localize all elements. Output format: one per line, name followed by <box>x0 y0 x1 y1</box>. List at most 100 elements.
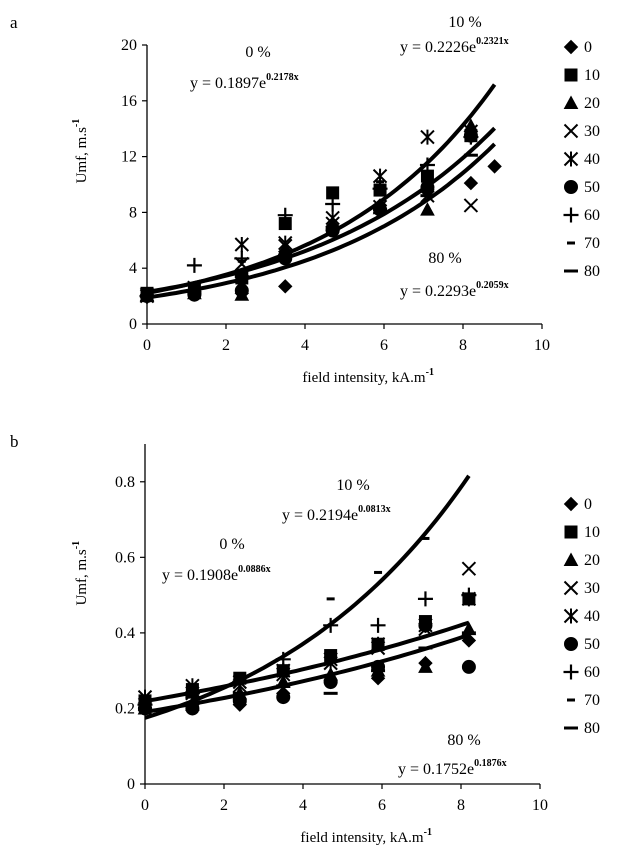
legend-label: 20 <box>584 95 600 112</box>
annotation-exponent: 0.2321x <box>476 36 509 47</box>
y-tick-label: 4 <box>129 260 137 277</box>
legend-label: 40 <box>584 608 600 625</box>
x-tick-label: 2 <box>222 337 230 354</box>
legend-marker-asterisk <box>563 608 579 624</box>
annotation-label: 80 % <box>428 250 461 267</box>
legend-label: 30 <box>584 580 600 597</box>
data-point-triangle <box>418 659 433 673</box>
legend-label: 60 <box>584 207 600 224</box>
panel-letter: a <box>10 13 18 32</box>
x-axis-title: field intensity, kA.m-1 <box>302 367 434 386</box>
fit-curve-80pct <box>146 126 497 294</box>
data-point-diamond <box>463 175 479 191</box>
data-point-plus <box>234 250 250 266</box>
legend-item: 70 <box>567 692 600 709</box>
legend-item: 40 <box>563 151 600 168</box>
y-tick-label: 8 <box>129 204 137 221</box>
x-tick-label: 4 <box>301 337 309 354</box>
y-axis-title-sup: -1 <box>71 119 82 127</box>
legend-item: 30 <box>563 123 600 140</box>
data-point-circle <box>420 180 435 195</box>
panel-letter: b <box>10 432 19 451</box>
x-axis-title-sup: -1 <box>426 367 434 378</box>
x-axis-title-sup: -1 <box>424 827 432 838</box>
legend-item: 70 <box>567 235 600 252</box>
x-tick-label: 10 <box>534 337 550 354</box>
data-point-circle <box>187 287 202 302</box>
x-axis-title: field intensity, kA.m-1 <box>300 827 432 845</box>
legend-item: 60 <box>563 664 600 681</box>
legend-item: 0 <box>563 496 592 513</box>
data-point-asterisk <box>323 655 338 671</box>
data-point-x <box>461 561 477 576</box>
data-point-plus <box>370 617 386 633</box>
annotation-equation: y = 0.1908e0.0886x <box>162 564 271 584</box>
legend-marker-triangle <box>563 95 579 109</box>
data-point-circle <box>325 223 340 238</box>
data-point-asterisk <box>370 636 386 652</box>
data-point-plus <box>186 257 202 273</box>
annotation-exponent: 0.0886x <box>238 564 271 575</box>
legend-label: 0 <box>584 496 592 513</box>
y-tick-label: 0.2 <box>115 700 135 717</box>
legend-item: 30 <box>563 580 600 597</box>
legend-item: 40 <box>563 608 600 625</box>
y-axis-title: Umf, m.s-1 <box>71 119 90 184</box>
annotation-exponent: 0.0813x <box>358 504 391 515</box>
y-axis-title: Umf, m.s-1 <box>71 541 90 606</box>
data-point-circle <box>461 659 476 674</box>
x-tick-label: 0 <box>143 337 151 354</box>
annotation-equation: y = 0.2293e0.2059x <box>400 280 509 300</box>
data-point-triangle <box>420 202 435 216</box>
data-point-plus <box>323 617 339 633</box>
annotation-label: 0 % <box>219 536 244 553</box>
legend-label: 20 <box>584 552 600 569</box>
legend-label: 50 <box>584 179 600 196</box>
legend-marker-diamond <box>563 39 579 55</box>
y-tick-label: 0.4 <box>115 625 135 642</box>
y-axis-title-sup: -1 <box>71 541 82 549</box>
annotation-label: 10 % <box>448 14 481 31</box>
legend-item: 80 <box>564 720 600 737</box>
legend-marker-x <box>563 580 579 596</box>
data-point-circle <box>323 675 338 689</box>
legend-item: 50 <box>564 179 600 196</box>
x-tick-label: 0 <box>141 797 149 814</box>
legend-marker-plus <box>563 664 579 680</box>
data-point-plus <box>372 181 388 197</box>
x-tick-label: 4 <box>299 797 307 814</box>
legend-marker-triangle <box>563 552 579 566</box>
legend-label: 70 <box>584 692 600 709</box>
legend-marker-circle <box>564 637 578 651</box>
legend-item: 20 <box>563 95 600 112</box>
x-tick-label: 2 <box>220 797 228 814</box>
y-tick-label: 16 <box>121 93 137 110</box>
data-point-circle <box>185 701 200 716</box>
data-point-asterisk <box>325 210 340 226</box>
data-point-plus <box>275 651 291 667</box>
annotation-equation: y = 0.2194e0.0813x <box>282 504 391 524</box>
annotation-exponent: 0.2178x <box>266 72 299 83</box>
data-point-plus <box>277 207 293 223</box>
annotation-equation: y = 0.1752e0.1876x <box>398 758 507 778</box>
legend-item: 50 <box>564 636 600 653</box>
legend-item: 20 <box>563 552 600 569</box>
legend-item: 0 <box>563 39 592 56</box>
legend-label: 10 <box>584 67 600 84</box>
legend-item: 60 <box>563 207 600 224</box>
legend-marker-asterisk <box>563 151 579 167</box>
data-point-circle <box>278 251 293 266</box>
legend-label: 50 <box>584 636 600 653</box>
legend-marker-circle <box>564 180 578 194</box>
x-tick-label: 8 <box>459 337 467 354</box>
legend-label: 40 <box>584 151 600 168</box>
y-tick-label: 12 <box>121 149 137 166</box>
chart-panel-a: a 0 2 4 6 8 10 0 4 8 12 16 20 field intensity, kA.m-1… <box>10 13 600 386</box>
legend-label: 0 <box>584 39 592 56</box>
annotation-equation: y = 0.2226e0.2321x <box>400 36 509 56</box>
data-point-plus <box>325 196 341 212</box>
legend-item: 10 <box>564 524 600 541</box>
data-point-asterisk <box>234 236 250 252</box>
annotation-label: 0 % <box>245 44 270 61</box>
